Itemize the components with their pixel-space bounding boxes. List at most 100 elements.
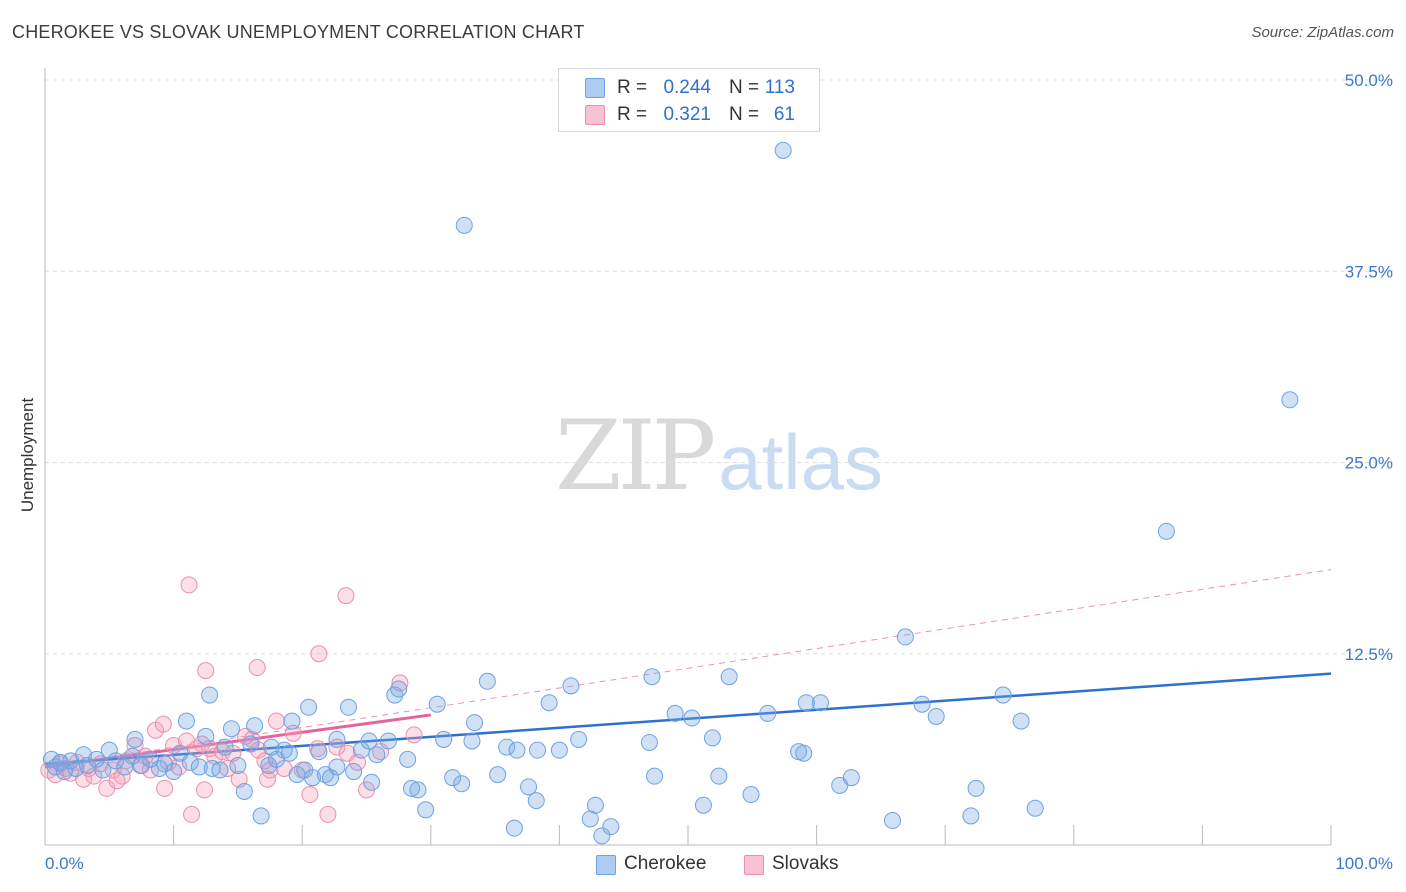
slovaks-point	[126, 737, 144, 755]
cherokee-point	[720, 668, 738, 686]
cherokee-point	[280, 744, 298, 762]
cherokee-point	[1026, 799, 1044, 817]
r-value: 0.321	[663, 104, 711, 125]
cherokee-point	[666, 704, 684, 722]
cherokee-point	[229, 756, 247, 774]
slovaks-swatch	[585, 105, 605, 125]
cherokee-point	[646, 767, 664, 785]
cherokee-point	[409, 781, 427, 799]
cherokee-point	[550, 741, 568, 759]
r-label: R =	[617, 77, 648, 98]
chart-title: CHEROKEE VS SLOVAK UNEMPLOYMENT CORRELAT…	[12, 22, 585, 42]
slovaks-point	[248, 659, 266, 677]
slovaks-legend-label: Slovaks	[772, 853, 839, 874]
cherokee-point	[360, 732, 378, 750]
cherokee-point	[498, 738, 516, 756]
cherokee-point	[190, 758, 208, 776]
cherokee-point	[508, 741, 526, 759]
axes	[44, 68, 1332, 846]
cherokee-point	[107, 752, 125, 770]
cherokee-point	[586, 796, 604, 814]
source-label: Source: ZipAtlas.com	[1251, 24, 1394, 41]
n-value: 113	[764, 77, 795, 98]
cherokee-point	[489, 766, 507, 784]
cherokee-point	[42, 750, 60, 768]
cherokee-point	[252, 807, 270, 825]
slovaks-point	[405, 726, 423, 744]
slovaks-trend-dashed	[44, 569, 1332, 768]
cherokee-point	[435, 730, 453, 748]
cherokee-point	[87, 750, 105, 768]
slovaks-point	[156, 779, 174, 797]
cherokee-point	[150, 760, 168, 777]
slovaks-point	[154, 715, 172, 733]
cherokee-point	[123, 747, 141, 765]
cherokee-point	[540, 694, 558, 712]
x-tick-label: 0.0%	[45, 854, 84, 873]
cherokee-point	[570, 730, 588, 748]
cherokee-point	[328, 758, 346, 776]
cherokee-point	[478, 672, 496, 690]
cherokee-point	[962, 807, 980, 825]
cherokee-point	[742, 786, 760, 804]
cherokee-point	[235, 782, 253, 800]
cherokee-points	[42, 141, 1299, 845]
cherokee-point	[177, 712, 195, 730]
cherokee-point	[683, 709, 701, 727]
cherokee-point	[345, 763, 363, 781]
cherokee-point	[759, 704, 777, 722]
y-tick-label: 25.0%	[1345, 454, 1393, 473]
cherokee-point	[640, 733, 658, 751]
slovaks-point	[319, 805, 337, 823]
cherokee-point	[842, 769, 860, 787]
cherokee-point	[562, 677, 580, 695]
slovaks-point	[183, 805, 201, 823]
x-tick-label: 100.0%	[1335, 854, 1393, 873]
cherokee-point	[94, 761, 112, 779]
cherokee-point	[694, 796, 712, 814]
cherokee-point	[197, 727, 215, 745]
cherokee-point	[774, 141, 792, 159]
cherokee-point	[275, 741, 293, 759]
cherokee-point	[896, 628, 914, 646]
cherokee-point	[453, 775, 471, 793]
n-label: N =	[729, 77, 760, 98]
slovaks-point	[310, 645, 328, 663]
slovaks-point	[188, 740, 206, 758]
cherokee-point	[593, 827, 611, 845]
cherokee-point	[1281, 391, 1299, 409]
r-value: 0.244	[663, 77, 711, 98]
cherokee-point	[602, 818, 620, 836]
y-tick-label: 50.0%	[1345, 71, 1393, 90]
cherokee-point	[165, 763, 183, 781]
slovaks-point	[284, 724, 302, 742]
cherokee-point	[379, 732, 397, 750]
cherokee-point	[132, 756, 150, 774]
correlation-legend: R = 0.244 N = 113 R = 0.321 N = 61	[558, 68, 820, 132]
cherokee-point	[222, 720, 240, 738]
slovaks-point	[108, 772, 126, 790]
cherokee-point	[883, 812, 901, 830]
cherokee-point	[100, 741, 118, 759]
slovaks-point	[180, 576, 198, 594]
cherokee-point	[78, 756, 96, 774]
cherokee-point	[643, 668, 661, 686]
series-legend: Cherokee Slovaks	[0, 852, 1406, 878]
slovaks-point	[197, 662, 215, 680]
y-tick-label: 37.5%	[1345, 262, 1393, 281]
grid	[45, 79, 1393, 655]
cherokee-point	[75, 746, 93, 764]
cherokee-point	[444, 769, 462, 787]
cherokee-point	[1157, 522, 1175, 540]
cherokee-point	[363, 773, 381, 791]
cherokee-point	[211, 761, 229, 779]
cherokee-point	[520, 778, 538, 796]
cherokee-point	[967, 779, 985, 797]
cherokee-point	[310, 743, 328, 761]
legend-row-cherokee: R = 0.244 N = 113	[559, 74, 819, 100]
cherokee-point	[710, 767, 728, 785]
cherokee-point	[1012, 712, 1030, 730]
cherokee-point	[201, 686, 219, 704]
cherokee-point	[927, 707, 945, 725]
cherokee-point	[795, 744, 813, 762]
